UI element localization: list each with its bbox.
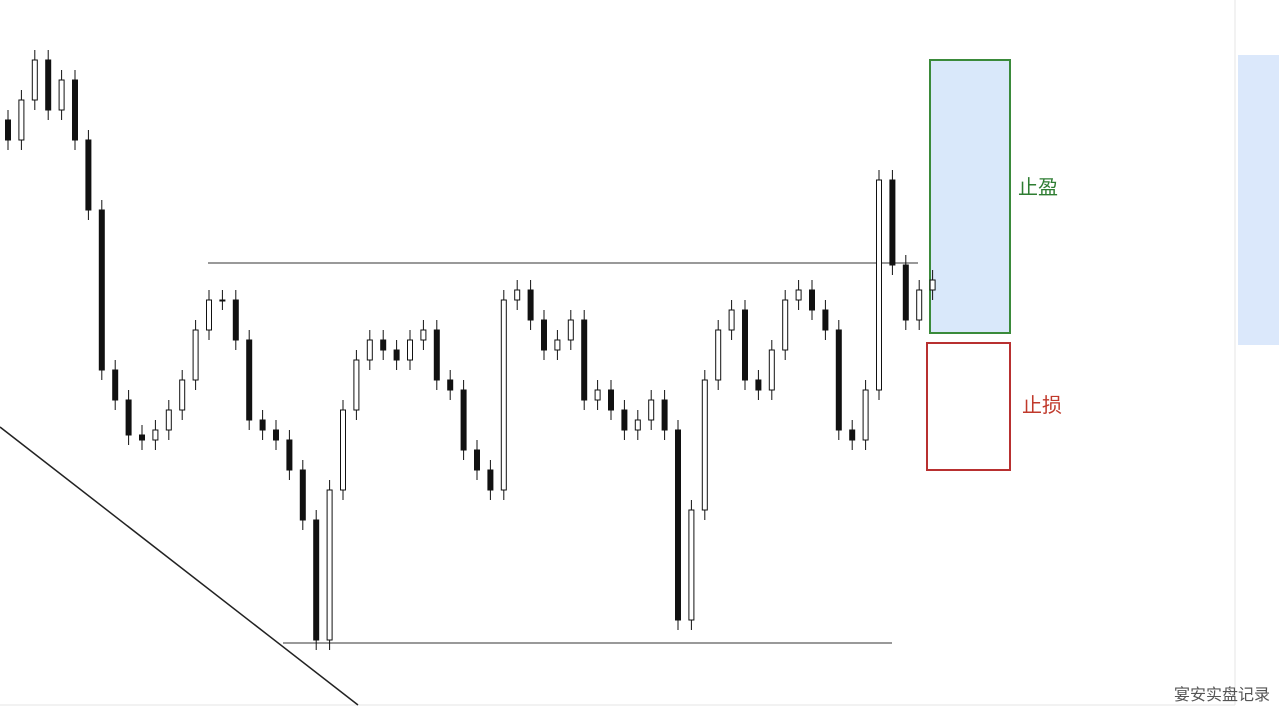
candle-body (259, 419, 266, 431)
candle-body (688, 509, 695, 621)
candle-body (889, 179, 896, 266)
candle-body (85, 139, 92, 211)
candle-body (433, 329, 440, 381)
candle-body (340, 409, 346, 491)
candle-body (474, 449, 480, 471)
candle-body (500, 299, 507, 491)
trend-line (0, 426, 359, 706)
candle-body (407, 339, 413, 361)
candle-body (902, 264, 909, 321)
candle-body (594, 389, 601, 401)
candle-body (219, 299, 226, 302)
candle-body (634, 419, 641, 431)
candle-body (755, 379, 762, 391)
candle-body (353, 359, 360, 411)
candle-body (299, 469, 306, 521)
candle-body (822, 309, 829, 331)
candle-body (835, 329, 842, 431)
candle-body (648, 399, 655, 421)
candle-body (675, 429, 681, 621)
candle-body (715, 329, 722, 381)
candle-body (742, 309, 748, 381)
candle-body (366, 339, 373, 361)
candle-body (514, 289, 521, 301)
candle-body (393, 349, 400, 361)
watermark: 宴安实盘记录 (1174, 685, 1270, 704)
candle-body (326, 489, 333, 641)
candle-body (192, 329, 199, 381)
candle-body (768, 349, 775, 391)
candle-body (125, 399, 132, 436)
candle-body (18, 99, 25, 141)
candle-body (728, 309, 735, 331)
candle-body (98, 209, 105, 371)
candle-body (487, 469, 494, 491)
candle-body (273, 429, 279, 441)
candle-body (206, 299, 212, 331)
stop-loss-zone (926, 342, 1011, 471)
candle-body (447, 379, 454, 391)
candle-body (286, 439, 293, 471)
candle-body (45, 59, 52, 111)
candle-body (5, 119, 11, 141)
candle-body (876, 179, 882, 391)
candle-body (179, 379, 186, 411)
candle-body (246, 339, 253, 421)
take-profit-label: 止盈 (1018, 175, 1058, 199)
candle-body (460, 389, 467, 451)
candle-body (567, 319, 574, 341)
candle-body (581, 319, 588, 401)
price-axis-highlight (1238, 55, 1279, 345)
candle-body (232, 299, 239, 341)
candle-body (809, 289, 815, 311)
candle-body (621, 409, 628, 431)
candle-body (795, 289, 802, 301)
candle-body (31, 59, 38, 101)
candle-body (862, 389, 869, 441)
candle-body (58, 79, 65, 111)
candle-body (701, 379, 708, 511)
stop-loss-label: 止损 (1022, 393, 1062, 417)
candle-body (849, 429, 856, 441)
take-profit-zone (929, 59, 1011, 334)
candle-body (139, 434, 145, 441)
candle-body (541, 319, 547, 351)
candle-body (313, 519, 320, 641)
candle-body (380, 339, 387, 351)
candle-body (608, 389, 614, 411)
candle-body (72, 79, 78, 141)
candle-body (112, 369, 119, 401)
candle-body (527, 289, 534, 321)
candle-body (554, 339, 561, 351)
candle-body (420, 329, 427, 341)
candle-body (165, 409, 172, 431)
candle-body (929, 279, 936, 291)
candle-body (782, 299, 789, 351)
candle-body (661, 399, 668, 431)
candle-body (916, 289, 923, 321)
candle-body (152, 429, 159, 441)
